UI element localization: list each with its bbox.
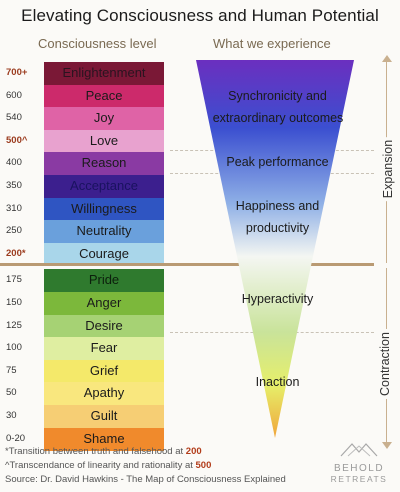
level-value: 350 [6, 180, 22, 191]
level-bar-pride: Pride [44, 269, 164, 293]
level-bar-joy: Joy [44, 107, 164, 131]
level-value: 540 [6, 112, 22, 124]
experience-happiness-line1: Happiness and [235, 199, 320, 213]
level-value: 200* [6, 247, 26, 259]
level-bar-desire: Desire [44, 314, 164, 338]
level-value: 75 [6, 364, 17, 376]
logo-text-line1: BEHOLD [333, 463, 385, 474]
level-value: 500^ [6, 134, 28, 146]
footnote-transcendance: ^Transcendance of linearity and rational… [5, 460, 212, 471]
level-bar-love: Love [44, 129, 164, 153]
level-value: 400 [6, 157, 22, 169]
level-value: 50 [6, 387, 17, 399]
level-bar-guilt: Guilt [44, 405, 164, 429]
level-value: 250 [6, 225, 22, 237]
experience-happiness-line2: productivity [245, 221, 310, 235]
expansion-label: Expansion [379, 136, 398, 202]
experience-hyperactivity: Hyperactivity [241, 292, 314, 306]
level-value: 100 [6, 342, 22, 354]
level-value: 0-20 [6, 432, 26, 444]
level-bar-reason: Reason [44, 152, 164, 176]
level-bar-grief: Grief [44, 359, 164, 383]
level-bar-acceptance: Acceptance [44, 175, 164, 199]
experience-synchronicity-line1: Synchronicity and [228, 89, 327, 103]
level-value: 175 [6, 274, 22, 286]
level-value: 700+ [6, 67, 28, 78]
footnote-source: Source: Dr. David Hawkins - The Map of C… [5, 474, 286, 485]
level-bar-peace: Peace [44, 84, 164, 108]
contraction-arrow-icon [382, 442, 392, 449]
funnel-shape [196, 60, 354, 438]
experience-inaction: Inaction [255, 375, 300, 389]
truth-divider [0, 263, 374, 266]
level-value: 150 [6, 297, 22, 308]
left-column-header: Consciousness level [38, 36, 157, 51]
experience-peak-performance: Peak performance [226, 155, 329, 169]
level-bar-courage: Courage [44, 242, 164, 266]
footnote-truth: *Transition between truth and falsehood … [5, 446, 202, 457]
experience-synchronicity-line2: extraordinary outcomes [212, 111, 344, 125]
level-bar-anger: Anger [44, 292, 164, 316]
page-title: Elevating Consciousness and Human Potent… [21, 6, 379, 25]
level-value: 125 [6, 319, 22, 331]
level-value: 310 [6, 202, 22, 214]
level-bar-willingness: Willingness [44, 197, 164, 221]
experience-funnel [196, 60, 354, 438]
expansion-arrow-icon [382, 55, 392, 62]
logo-text-line2: RETREATS [330, 474, 388, 484]
level-bar-shame: Shame [44, 427, 164, 451]
mountain-logo-icon [340, 443, 378, 457]
contraction-label: Contraction [375, 329, 394, 399]
right-column-header: What we experience [213, 36, 331, 51]
level-value: 600 [6, 89, 22, 101]
level-bar-apathy: Apathy [44, 382, 164, 406]
level-value: 30 [6, 410, 17, 421]
level-bar-enlightenment: Enlightenment [44, 62, 164, 86]
level-bar-neutrality: Neutrality [44, 220, 164, 244]
behold-retreats-logo: BEHOLD RETREATS [326, 440, 392, 484]
level-bar-fear: Fear [44, 337, 164, 361]
